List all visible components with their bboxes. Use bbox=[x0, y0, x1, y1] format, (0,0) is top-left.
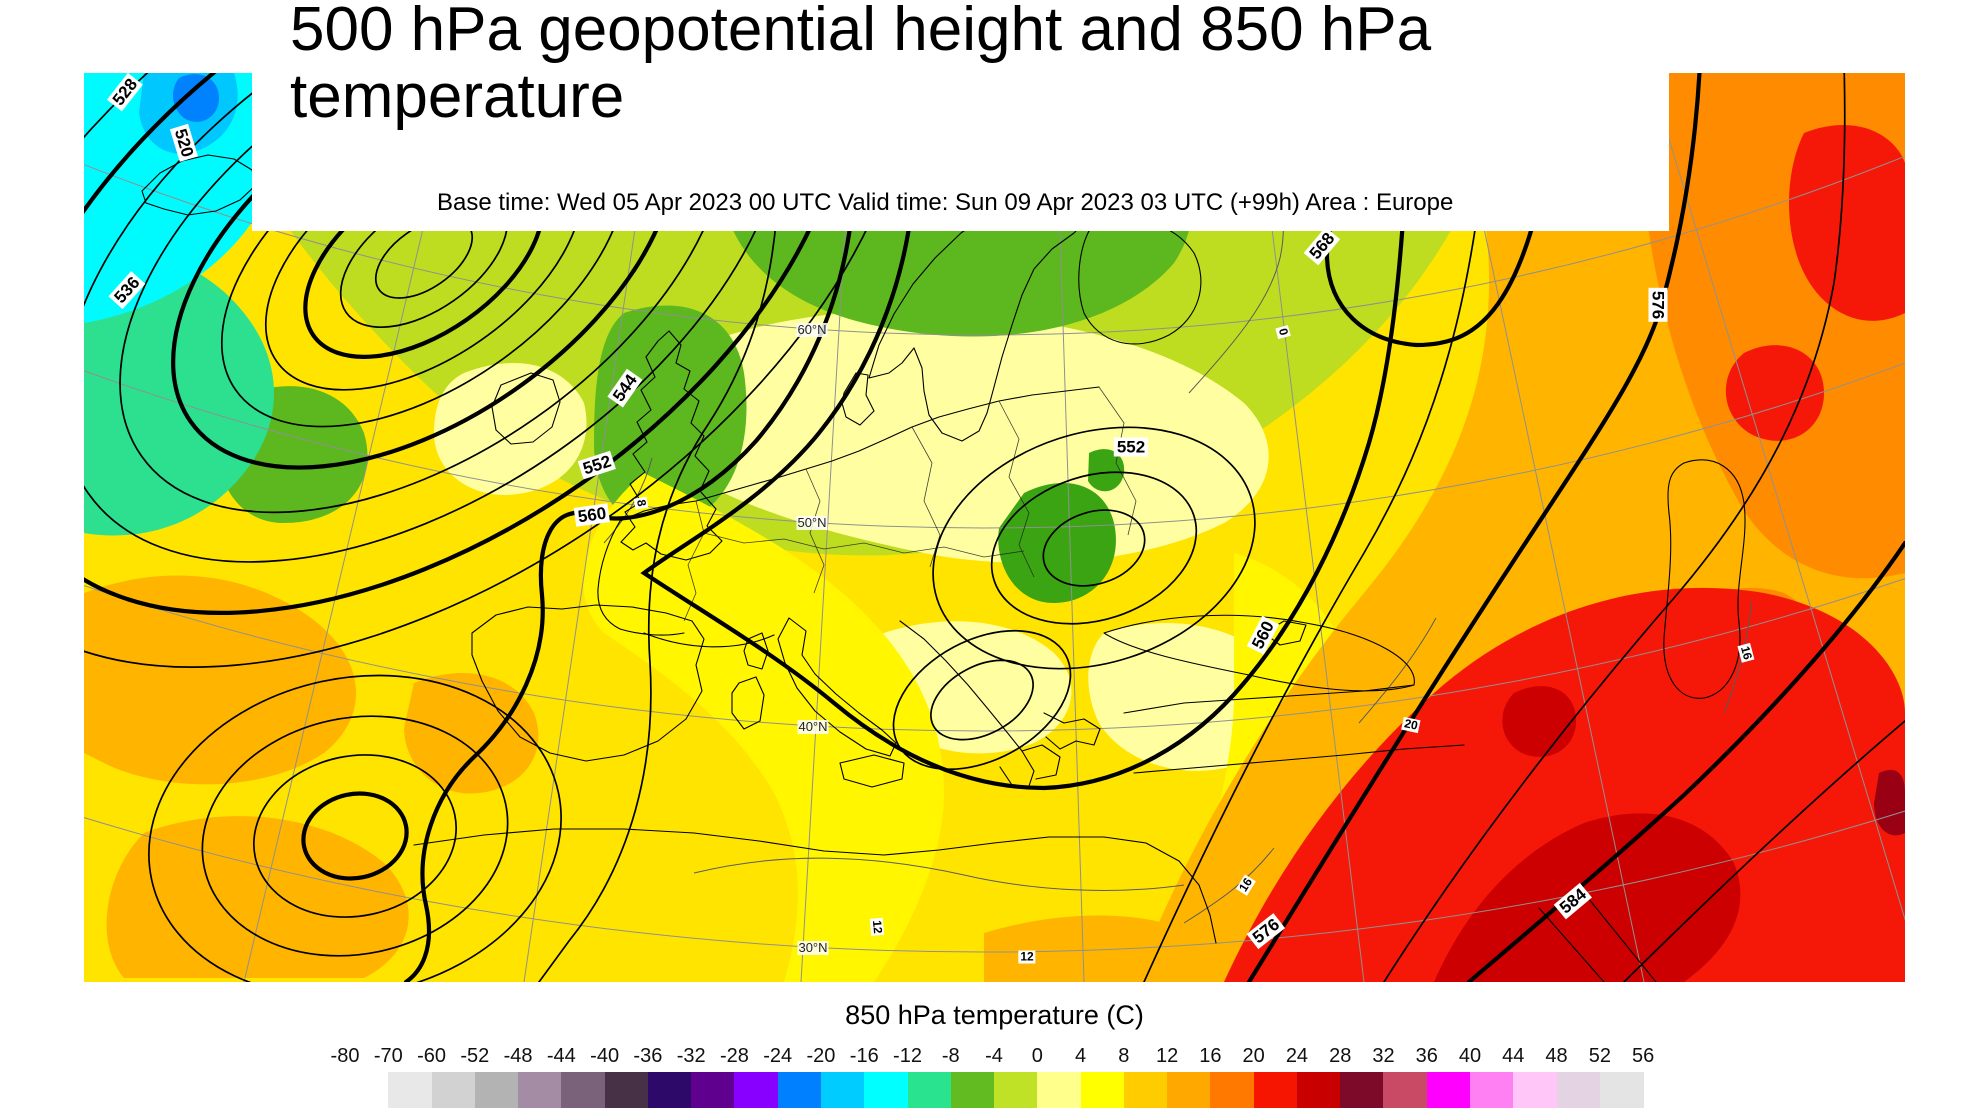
colorbar-swatch bbox=[1470, 1072, 1514, 1108]
colorbar-tick: 20 bbox=[1242, 1045, 1265, 1067]
colorbar-tick: -12 bbox=[893, 1045, 922, 1067]
colorbar-tick: 56 bbox=[1631, 1045, 1655, 1067]
colorbar-tick: -44 bbox=[546, 1045, 576, 1067]
colorbar-title: 850 hPa temperature (C) bbox=[845, 1000, 1144, 1030]
colorbar-swatch bbox=[431, 1072, 476, 1108]
colorbar-swatch bbox=[1080, 1072, 1125, 1108]
colorbar-tick: 48 bbox=[1545, 1045, 1568, 1067]
colorbar-tick: -80 bbox=[330, 1045, 360, 1067]
colorbar-swatch bbox=[777, 1072, 822, 1108]
colorbar-swatch bbox=[1167, 1072, 1211, 1108]
colorbar-tick: 40 bbox=[1458, 1045, 1482, 1067]
colorbar-tick: 8 bbox=[1118, 1045, 1130, 1067]
colorbar-tick: 16 bbox=[1199, 1045, 1222, 1067]
colorbar-swatch bbox=[561, 1072, 606, 1108]
colorbar-swatch bbox=[1253, 1072, 1298, 1108]
colorbar-tick: 44 bbox=[1502, 1045, 1525, 1067]
colorbar-tick: -60 bbox=[417, 1045, 446, 1067]
colorbar-swatch bbox=[518, 1072, 562, 1108]
colorbar-swatch bbox=[1513, 1072, 1558, 1108]
colorbar-tick: -32 bbox=[676, 1045, 706, 1067]
colorbar-swatch bbox=[1210, 1072, 1255, 1108]
colorbar-swatch bbox=[388, 1072, 433, 1108]
colorbar-swatch bbox=[1556, 1072, 1601, 1108]
colorbar-tick: -16 bbox=[849, 1045, 879, 1067]
colorbar-tick: -24 bbox=[763, 1045, 793, 1067]
colorbar-swatch bbox=[691, 1072, 735, 1108]
colorbar-swatch bbox=[1426, 1072, 1471, 1108]
colorbar-tick: 32 bbox=[1372, 1045, 1395, 1067]
colorbar-swatch bbox=[1123, 1072, 1168, 1108]
colorbar-swatch bbox=[864, 1072, 908, 1108]
colorbar-swatch bbox=[474, 1072, 519, 1108]
colorbar-tick: -48 bbox=[503, 1045, 533, 1067]
colorbar-swatch bbox=[1383, 1072, 1428, 1108]
colorbar-tick: -70 bbox=[373, 1045, 403, 1067]
colorbar-tick: 24 bbox=[1285, 1045, 1309, 1067]
colorbar-tick: -40 bbox=[590, 1045, 620, 1067]
colorbar-tick: -28 bbox=[719, 1045, 749, 1067]
colorbar-swatch bbox=[1340, 1072, 1384, 1108]
colorbar-tick: -36 bbox=[633, 1045, 663, 1067]
colorbar-tick: 0 bbox=[1031, 1045, 1043, 1067]
colorbar-swatch bbox=[345, 1072, 389, 1108]
colorbar-swatch bbox=[734, 1072, 779, 1108]
chart-subtitle: Base time: Wed 05 Apr 2023 00 UTC Valid … bbox=[437, 189, 1454, 216]
colorbar-swatch bbox=[1296, 1072, 1341, 1108]
colorbar-swatch bbox=[604, 1072, 649, 1108]
colorbar-tick: 52 bbox=[1588, 1045, 1611, 1067]
colorbar-swatch bbox=[950, 1072, 995, 1108]
colorbar-tick: -52 bbox=[460, 1045, 490, 1067]
colorbar-swatch bbox=[820, 1072, 865, 1108]
colorbar-tick: 12 bbox=[1156, 1045, 1179, 1067]
colorbar-swatch bbox=[1037, 1072, 1082, 1108]
colorbar-tick: -8 bbox=[941, 1045, 960, 1067]
colorbar-tick: -4 bbox=[985, 1045, 1003, 1067]
colorbar-swatch bbox=[647, 1072, 692, 1108]
colorbar-swatch bbox=[1599, 1072, 1644, 1108]
colorbar-tick: 36 bbox=[1415, 1045, 1438, 1067]
colorbar-swatch bbox=[907, 1072, 952, 1108]
colorbar-tick: 28 bbox=[1329, 1045, 1352, 1067]
colorbar-swatch bbox=[994, 1072, 1038, 1108]
colorbar-tick: -20 bbox=[806, 1045, 836, 1067]
title-panel: 500 hPa geopotential height and 850 hPa … bbox=[252, 0, 1669, 231]
colorbar-tick: 4 bbox=[1075, 1045, 1087, 1067]
chart-title: 500 hPa geopotential height and 850 hPa … bbox=[290, 0, 1432, 131]
